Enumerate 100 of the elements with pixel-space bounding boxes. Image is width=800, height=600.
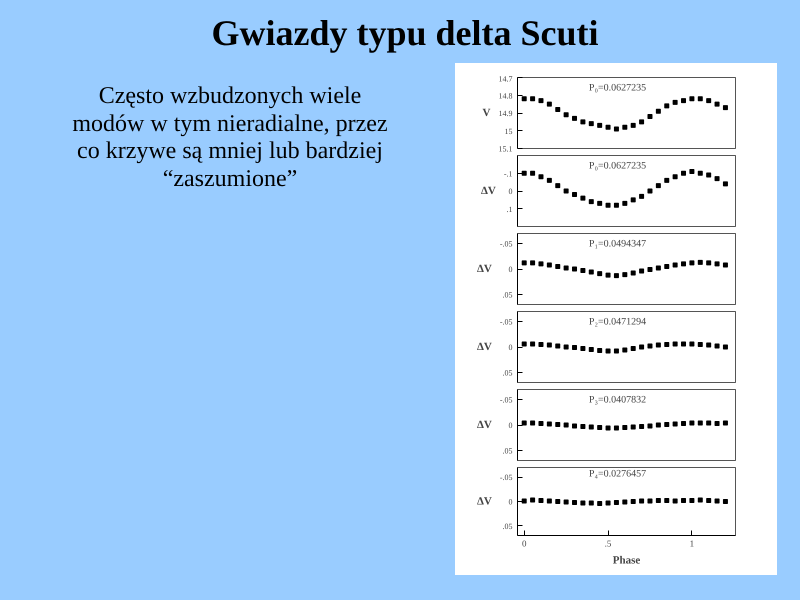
point (639, 194, 644, 199)
point (698, 260, 703, 265)
point (597, 122, 602, 128)
point (647, 267, 652, 272)
point (530, 260, 536, 266)
y-tick-label: 0 (508, 187, 512, 196)
point (614, 348, 619, 354)
y-axis-title: ΔV (476, 263, 492, 275)
point (597, 200, 602, 206)
point (630, 270, 636, 276)
point (546, 342, 552, 348)
point (672, 262, 678, 268)
annotation: P₀=0.0627235 (588, 160, 646, 172)
y-axis-title: ΔV (480, 185, 496, 197)
point (564, 188, 569, 194)
point (698, 342, 703, 347)
point (546, 178, 552, 183)
point (597, 271, 602, 276)
y-tick-label: .05 (502, 446, 512, 456)
point (580, 268, 586, 274)
point (714, 343, 720, 348)
point (714, 261, 720, 266)
point (522, 260, 527, 266)
point (522, 96, 527, 102)
point (681, 341, 686, 346)
point (555, 106, 560, 112)
point (706, 342, 712, 348)
x-tick-label: 1 (690, 538, 694, 548)
point (622, 124, 628, 130)
point (681, 261, 686, 266)
text: Często wzbudzonych wiele modów w tym nieradialne, przez co krzywe są mniej lub bardziej “zaszumione” (71, 83, 389, 194)
annotation: P₄=0.0276457 (588, 468, 646, 480)
y-axis-title: ΔV (476, 419, 492, 431)
point (572, 345, 578, 350)
point (597, 348, 602, 354)
point (698, 96, 703, 102)
y-tick-label: 14.7 (498, 74, 512, 84)
point (572, 192, 578, 198)
point (664, 342, 670, 347)
y-tick-label: -.05 (500, 240, 513, 249)
point (706, 172, 712, 178)
point (546, 102, 552, 107)
point (664, 103, 670, 108)
annotation: P₂=0.0471294 (588, 316, 646, 328)
y-tick-label: 14.8 (498, 91, 512, 100)
point (714, 176, 720, 182)
point (606, 348, 611, 354)
point (538, 342, 544, 347)
x-axis-title: Phase (612, 554, 640, 566)
point (664, 264, 670, 269)
y-tick-label: 15.1 (498, 144, 512, 154)
y-tick-label: 15 (504, 126, 512, 136)
point (630, 346, 636, 352)
point (564, 344, 569, 350)
y-tick-label: -.05 (500, 318, 513, 327)
point (647, 343, 652, 348)
point (522, 341, 527, 346)
point (630, 122, 636, 128)
point (681, 170, 686, 176)
point (522, 170, 527, 176)
point (656, 265, 661, 270)
point (689, 96, 694, 102)
point (614, 273, 619, 278)
y-tick-label: 0 (508, 498, 512, 506)
point (572, 116, 578, 121)
point (588, 121, 594, 126)
point (639, 268, 644, 274)
point (588, 199, 594, 204)
point (722, 181, 728, 186)
y-tick-label: 14.9 (498, 109, 512, 118)
point (630, 197, 636, 202)
point (555, 343, 560, 348)
point (622, 348, 628, 353)
annotation: P₁=0.0494347 (588, 238, 646, 250)
y-tick-label: .05 (502, 368, 512, 378)
point (580, 119, 586, 124)
y-tick-label: .05 (502, 290, 512, 300)
point (606, 272, 611, 278)
point (538, 98, 544, 104)
point (530, 170, 536, 176)
point (639, 344, 644, 350)
point (614, 202, 619, 208)
point (664, 178, 670, 183)
point (689, 168, 694, 174)
point (656, 183, 661, 188)
point (572, 266, 578, 272)
point (530, 341, 536, 346)
y-axis-title: ΔV (476, 496, 492, 508)
point (722, 105, 728, 110)
point (530, 96, 536, 102)
point (706, 98, 712, 104)
point (698, 170, 703, 176)
y-tick-label: -.1 (504, 169, 513, 178)
point (656, 108, 661, 114)
y-tick-label: .05 (502, 522, 512, 531)
point (606, 202, 611, 208)
point (622, 272, 628, 278)
point (706, 260, 712, 266)
point (588, 347, 594, 352)
y-axis-title: V (482, 107, 491, 119)
